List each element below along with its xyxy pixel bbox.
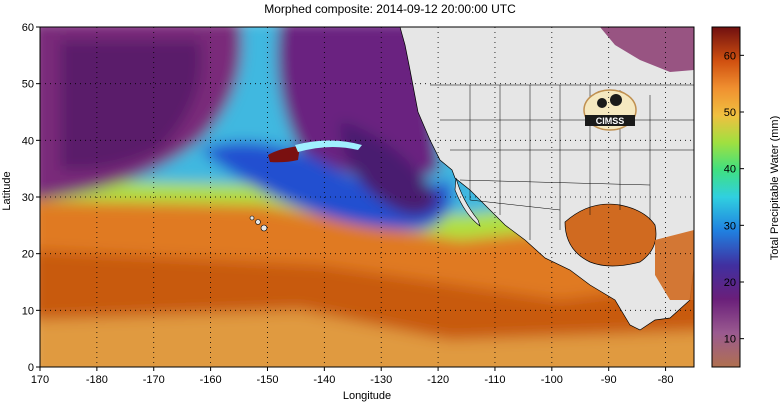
lon-tick-label: -130 (370, 374, 392, 386)
lon-tick-label: -180 (86, 374, 108, 386)
lon-tick-label: -160 (200, 374, 222, 386)
lat-tick-label: 30 (22, 192, 34, 204)
lon-tick-label: -80 (658, 374, 674, 386)
lon-tick-label: -120 (427, 374, 449, 386)
lat-lon-grid (40, 27, 694, 367)
lat-tick-label: 40 (22, 135, 34, 147)
lat-tick-label: 0 (28, 362, 34, 374)
colorbar-tick-label: 40 (724, 164, 736, 176)
lon-tick-label: -140 (313, 374, 335, 386)
lon-tick-label: -150 (256, 374, 278, 386)
colorbar-tick-label: 50 (724, 107, 736, 119)
lon-tick-label: -110 (484, 374, 505, 386)
political-borders (430, 84, 694, 240)
colorbar-ticks: 10 20 30 40 50 60 (724, 50, 744, 346)
lat-tick-label: 10 (22, 305, 34, 317)
svg-text:CIMSS: CIMSS (596, 116, 625, 126)
lat-tick-label: 20 (22, 249, 34, 261)
gulf-of-mexico (564, 203, 657, 267)
lon-tick-label: -170 (143, 374, 165, 386)
longitude-ticks: 170 -180 -170 -160 -150 -140 -130 -120 -110 -100 -… (31, 367, 674, 386)
lon-tick-label: -100 (541, 374, 563, 386)
colorbar-tick-label: 20 (724, 277, 736, 289)
colorbar-tick-label: 60 (724, 50, 736, 62)
cimss-logo: CIMSS (583, 89, 637, 131)
lon-tick-label: 170 (31, 374, 49, 386)
x-axis-label: Longitude (342, 390, 392, 402)
latitude-ticks: 0 10 20 30 40 50 60 (22, 22, 40, 374)
lon-tick-label: -90 (601, 374, 617, 386)
colorbar-tick-label: 30 (724, 220, 736, 232)
colorbar (711, 26, 741, 368)
map-field: CIMSS (40, 27, 694, 367)
lat-tick-label: 50 (22, 79, 34, 91)
hawaii-islands (249, 215, 268, 232)
lat-tick-label: 60 (22, 22, 34, 34)
moisture-plume (268, 146, 300, 163)
map-title: Morphed composite: 2014-09-12 20:00:00 U… (264, 2, 516, 16)
colorbar-tick-label: 10 (724, 334, 736, 346)
